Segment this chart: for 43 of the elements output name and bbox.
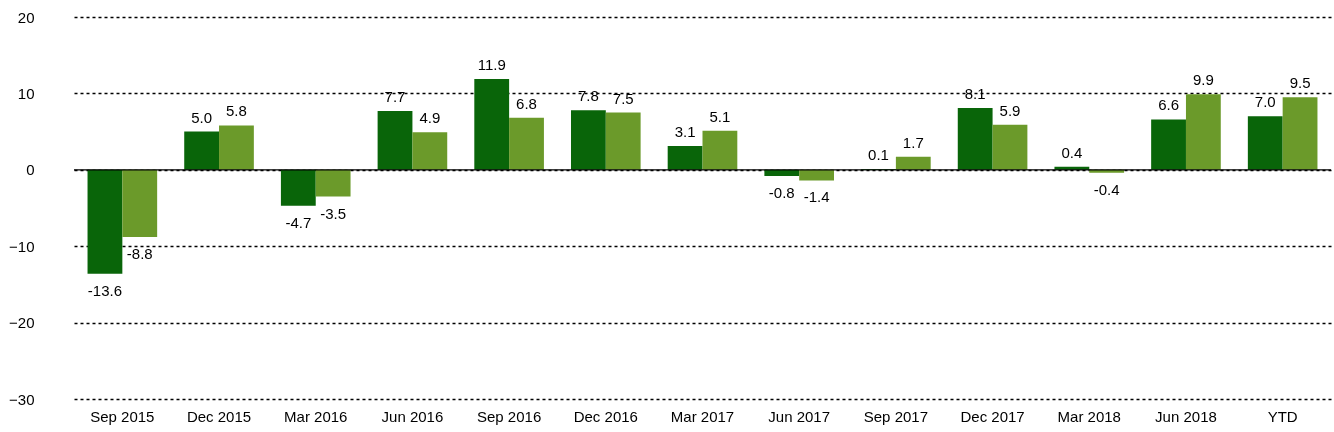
data-label: 11.9 xyxy=(477,55,506,73)
x-tick-label: Mar 2016 xyxy=(284,407,348,425)
data-label: 6.6 xyxy=(1158,96,1179,114)
y-tick-label: −10 xyxy=(9,237,35,255)
x-tick-label: Dec 2015 xyxy=(186,407,252,425)
data-label: 0.4 xyxy=(1061,143,1083,161)
x-tick-label: Jun 2016 xyxy=(381,407,444,425)
data-label: 1.7 xyxy=(902,133,924,151)
x-tick-label: YTD xyxy=(1267,407,1298,425)
y-tick-label: 20 xyxy=(17,8,35,26)
data-label: -0.8 xyxy=(768,183,795,201)
data-label: 5.8 xyxy=(226,102,247,120)
data-label: 4.9 xyxy=(419,109,441,127)
data-label: -3.5 xyxy=(320,204,347,222)
x-tick-label: Sep 2015 xyxy=(90,407,155,425)
data-label: -0.4 xyxy=(1093,180,1120,198)
x-tick-label: Mar 2017 xyxy=(670,407,735,425)
x-tick-label: Jun 2018 xyxy=(1155,407,1217,425)
x-tick-label: Dec 2016 xyxy=(573,407,638,425)
data-label: 7.7 xyxy=(384,87,406,105)
data-label: 5.1 xyxy=(709,107,731,125)
data-label: -4.7 xyxy=(285,213,312,231)
data-label: 9.5 xyxy=(1289,74,1311,92)
y-tick-label: 10 xyxy=(17,84,35,102)
x-tick-label: Mar 2018 xyxy=(1057,407,1121,425)
x-tick-label: Sep 2017 xyxy=(863,407,928,425)
data-label: 9.9 xyxy=(1192,71,1214,89)
x-tick-label: Dec 2017 xyxy=(960,407,1025,425)
y-tick-label: −30 xyxy=(9,390,35,408)
data-label: -13.6 xyxy=(87,281,123,299)
x-tick-label: Sep 2016 xyxy=(477,407,542,425)
data-label: 5.9 xyxy=(999,101,1021,119)
y-tick-label: −20 xyxy=(9,314,35,332)
data-label: 0.1 xyxy=(868,146,889,164)
y-tick-label: 0 xyxy=(26,161,35,179)
data-label: -1.4 xyxy=(803,188,830,206)
data-label: 7.5 xyxy=(612,89,634,107)
data-label: 3.1 xyxy=(674,123,696,141)
data-label: -8.8 xyxy=(126,245,153,263)
x-tick-label: Jun 2017 xyxy=(768,407,831,425)
data-label: 7.0 xyxy=(1254,93,1276,111)
data-label: 6.8 xyxy=(516,94,537,112)
data-label: 5.0 xyxy=(191,108,213,126)
